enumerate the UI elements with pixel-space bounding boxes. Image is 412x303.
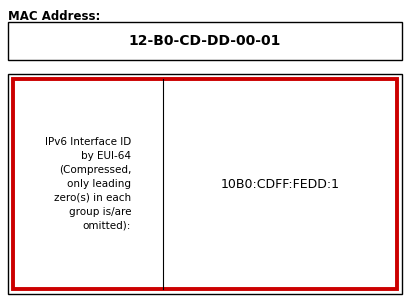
Bar bbox=[8, 22, 402, 60]
Text: MAC Address:: MAC Address: bbox=[8, 10, 101, 23]
Text: 12-B0-CD-DD-00-01: 12-B0-CD-DD-00-01 bbox=[129, 34, 281, 48]
Bar bbox=[13, 79, 397, 289]
Text: IPv6 Interface ID
by EUI-64
(Compressed,
only leading
zero(s) in each
group is/a: IPv6 Interface ID by EUI-64 (Compressed,… bbox=[45, 137, 131, 231]
Text: 10B0:CDFF:FEDD:1: 10B0:CDFF:FEDD:1 bbox=[220, 178, 339, 191]
Bar bbox=[8, 74, 402, 294]
